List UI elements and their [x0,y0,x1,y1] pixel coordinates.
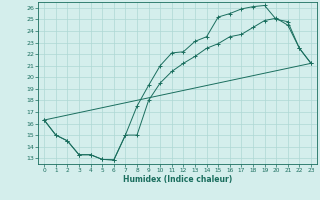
X-axis label: Humidex (Indice chaleur): Humidex (Indice chaleur) [123,175,232,184]
